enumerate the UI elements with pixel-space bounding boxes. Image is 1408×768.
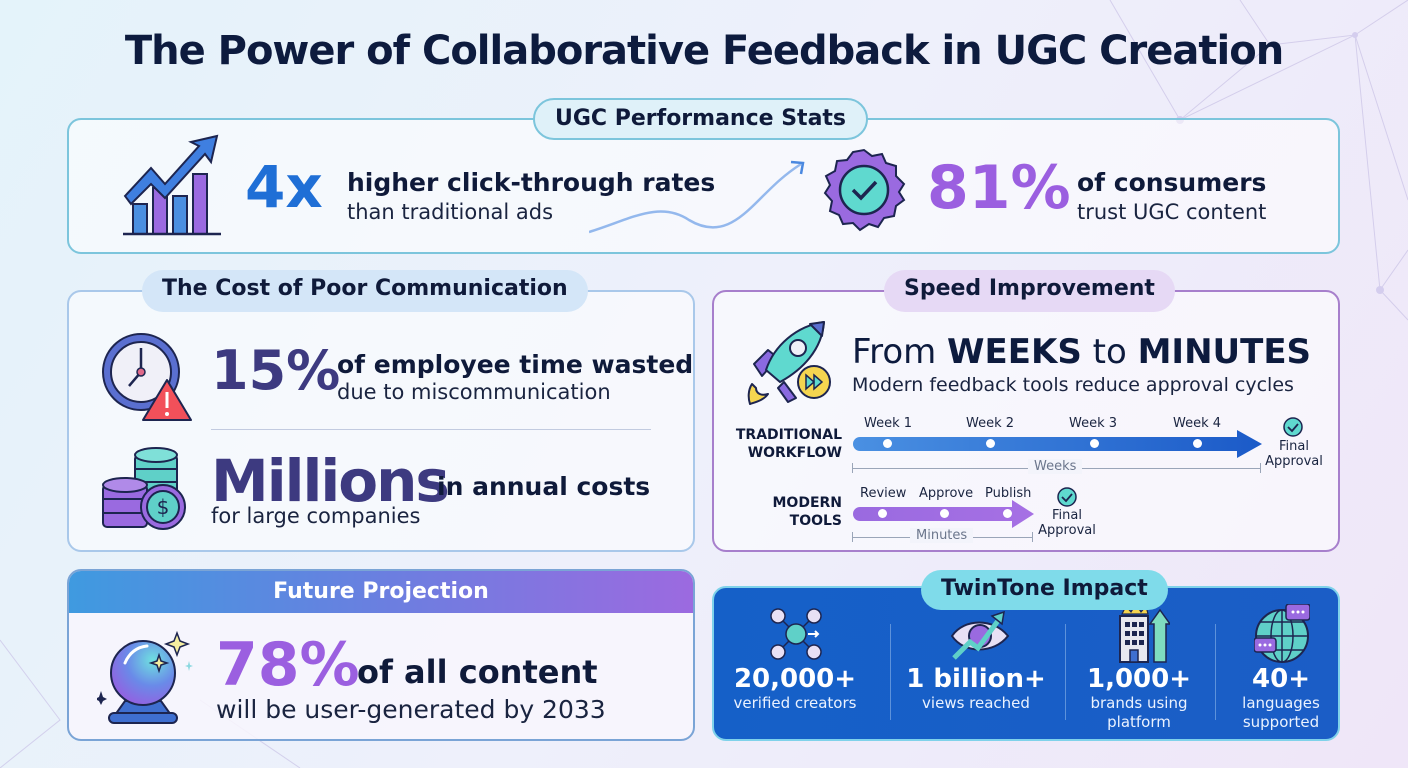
stat-label-line1: languages bbox=[1242, 694, 1320, 712]
final-line1: Final bbox=[1279, 439, 1309, 454]
divider bbox=[211, 429, 651, 430]
trust-line2: trust UGC content bbox=[1077, 200, 1267, 224]
ugc-performance-card: 4x higher click-through rates than tradi… bbox=[67, 118, 1340, 254]
step-approve: Approve bbox=[919, 486, 974, 501]
divider bbox=[1065, 624, 1066, 720]
stat-label-line2: platform bbox=[1107, 713, 1171, 731]
future-line1: of all content bbox=[357, 653, 598, 691]
ctr-value: 4x bbox=[245, 153, 323, 221]
traditional-label-line1: TRADITIONAL bbox=[735, 427, 842, 443]
divider bbox=[1215, 624, 1216, 720]
trust-line1: of consumers bbox=[1077, 168, 1267, 197]
step-week-3: Week 3 bbox=[1069, 416, 1118, 431]
headline-from: From bbox=[852, 332, 948, 372]
future-projection-card: Future Projection 78% of all content wil… bbox=[67, 569, 695, 741]
creator-network-icon bbox=[770, 608, 822, 660]
stat-value: 1 billion+ bbox=[906, 664, 1046, 694]
review-dot bbox=[878, 509, 887, 518]
verified-badge-icon bbox=[823, 148, 906, 232]
speed-card: From WEEKS to MINUTES Modern feedback to… bbox=[712, 290, 1340, 552]
trend-line-decoration bbox=[589, 160, 805, 234]
final-line2: Approval bbox=[1265, 454, 1323, 469]
stat-label-line1: brands using bbox=[1090, 694, 1188, 712]
stat-label-line2: supported bbox=[1242, 713, 1320, 731]
axis-tick bbox=[1032, 532, 1033, 542]
impact-stat-brands: 1,000+ brands using platform bbox=[1064, 664, 1214, 732]
costs-line1: in annual costs bbox=[437, 472, 651, 501]
twintone-impact-heading: TwinTone Impact bbox=[921, 570, 1168, 610]
stat-value: 20,000+ bbox=[733, 664, 857, 694]
costs-value: Millions bbox=[211, 447, 450, 515]
time-wasted-line2: due to miscommunication bbox=[337, 380, 611, 404]
time-wasted-value: 15% bbox=[211, 339, 341, 402]
stat-label: views reached bbox=[922, 694, 1030, 712]
impact-stat-creators: 20,000+ verified creators bbox=[720, 664, 870, 713]
modern-label: MODERN TOOLS bbox=[724, 494, 842, 530]
check-circle-icon bbox=[1283, 417, 1303, 437]
axis-tick bbox=[852, 463, 853, 473]
ctr-line2: than traditional ads bbox=[347, 200, 554, 224]
stat-value: 1,000+ bbox=[1086, 664, 1192, 694]
final-line1: Final bbox=[1052, 508, 1082, 523]
divider bbox=[890, 624, 891, 720]
cost-heading: The Cost of Poor Communication bbox=[142, 270, 588, 312]
week-4-dot bbox=[1193, 439, 1202, 448]
future-heading: Future Projection bbox=[69, 571, 693, 613]
modern-label-line2: TOOLS bbox=[789, 513, 842, 529]
week-3-dot bbox=[1090, 439, 1099, 448]
future-line2: will be user-generated by 2033 bbox=[216, 695, 606, 724]
week-2-dot bbox=[986, 439, 995, 448]
impact-stat-views: 1 billion+ views reached bbox=[901, 664, 1051, 713]
minutes-axis-label: Minutes bbox=[910, 528, 974, 543]
weeks-axis-label: Weeks bbox=[1028, 459, 1083, 474]
stat-value: 40+ bbox=[1252, 664, 1310, 694]
building-growth-icon bbox=[1119, 602, 1170, 663]
axis-tick bbox=[852, 532, 853, 542]
traditional-label-line2: WORKFLOW bbox=[747, 445, 842, 461]
modern-final-approval: Final Approval bbox=[1034, 508, 1100, 538]
speed-heading: Speed Improvement bbox=[884, 270, 1175, 312]
step-week-4: Week 4 bbox=[1173, 416, 1222, 431]
step-week-1: Week 1 bbox=[864, 416, 913, 431]
ugc-performance-heading: UGC Performance Stats bbox=[533, 98, 869, 140]
traditional-label: TRADITIONAL WORKFLOW bbox=[724, 426, 842, 462]
headline-weeks: WEEKS bbox=[947, 332, 1082, 372]
growth-chart-icon bbox=[123, 134, 221, 236]
headline-minutes: MINUTES bbox=[1137, 332, 1312, 372]
future-value: 78% bbox=[216, 630, 360, 700]
modern-label-line1: MODERN bbox=[772, 495, 842, 511]
axis-tick bbox=[1260, 463, 1261, 473]
trust-value: 81% bbox=[927, 153, 1071, 223]
rocket-icon bbox=[747, 321, 831, 405]
impact-stat-languages: 40+ languages supported bbox=[1206, 664, 1356, 732]
costs-line2: for large companies bbox=[211, 504, 421, 528]
cost-card: 15% of employee time wasted due to misco… bbox=[67, 290, 695, 552]
twintone-impact-card: 20,000+ verified creators 1 billion+ vie… bbox=[712, 586, 1340, 741]
ctr-line1: higher click-through rates bbox=[347, 168, 716, 197]
step-publish: Publish bbox=[985, 486, 1032, 501]
step-review: Review bbox=[860, 486, 907, 501]
week-1-dot bbox=[883, 439, 892, 448]
check-circle-icon bbox=[1057, 487, 1077, 507]
page-title: The Power of Collaborative Feedback in U… bbox=[124, 28, 1284, 74]
clock-warning-icon bbox=[102, 333, 192, 421]
time-wasted-line1: of employee time wasted bbox=[337, 350, 694, 379]
speed-subheadline: Modern feedback tools reduce approval cy… bbox=[852, 374, 1294, 396]
final-line2: Approval bbox=[1038, 523, 1096, 538]
traditional-arrow bbox=[853, 430, 1262, 458]
stat-label: verified creators bbox=[733, 694, 857, 712]
traditional-final-approval: Final Approval bbox=[1262, 439, 1326, 469]
headline-to: to bbox=[1081, 332, 1138, 372]
approve-dot bbox=[940, 509, 949, 518]
publish-dot bbox=[1003, 509, 1012, 518]
svg-text:$: $ bbox=[157, 495, 170, 519]
speed-headline: From WEEKS to MINUTES bbox=[852, 332, 1311, 372]
crystal-ball-icon bbox=[97, 630, 193, 724]
coins-dollar-icon: $ bbox=[102, 447, 186, 530]
eye-growth-icon bbox=[950, 610, 1010, 660]
step-week-2: Week 2 bbox=[966, 416, 1015, 431]
globe-chat-icon bbox=[1254, 604, 1310, 663]
